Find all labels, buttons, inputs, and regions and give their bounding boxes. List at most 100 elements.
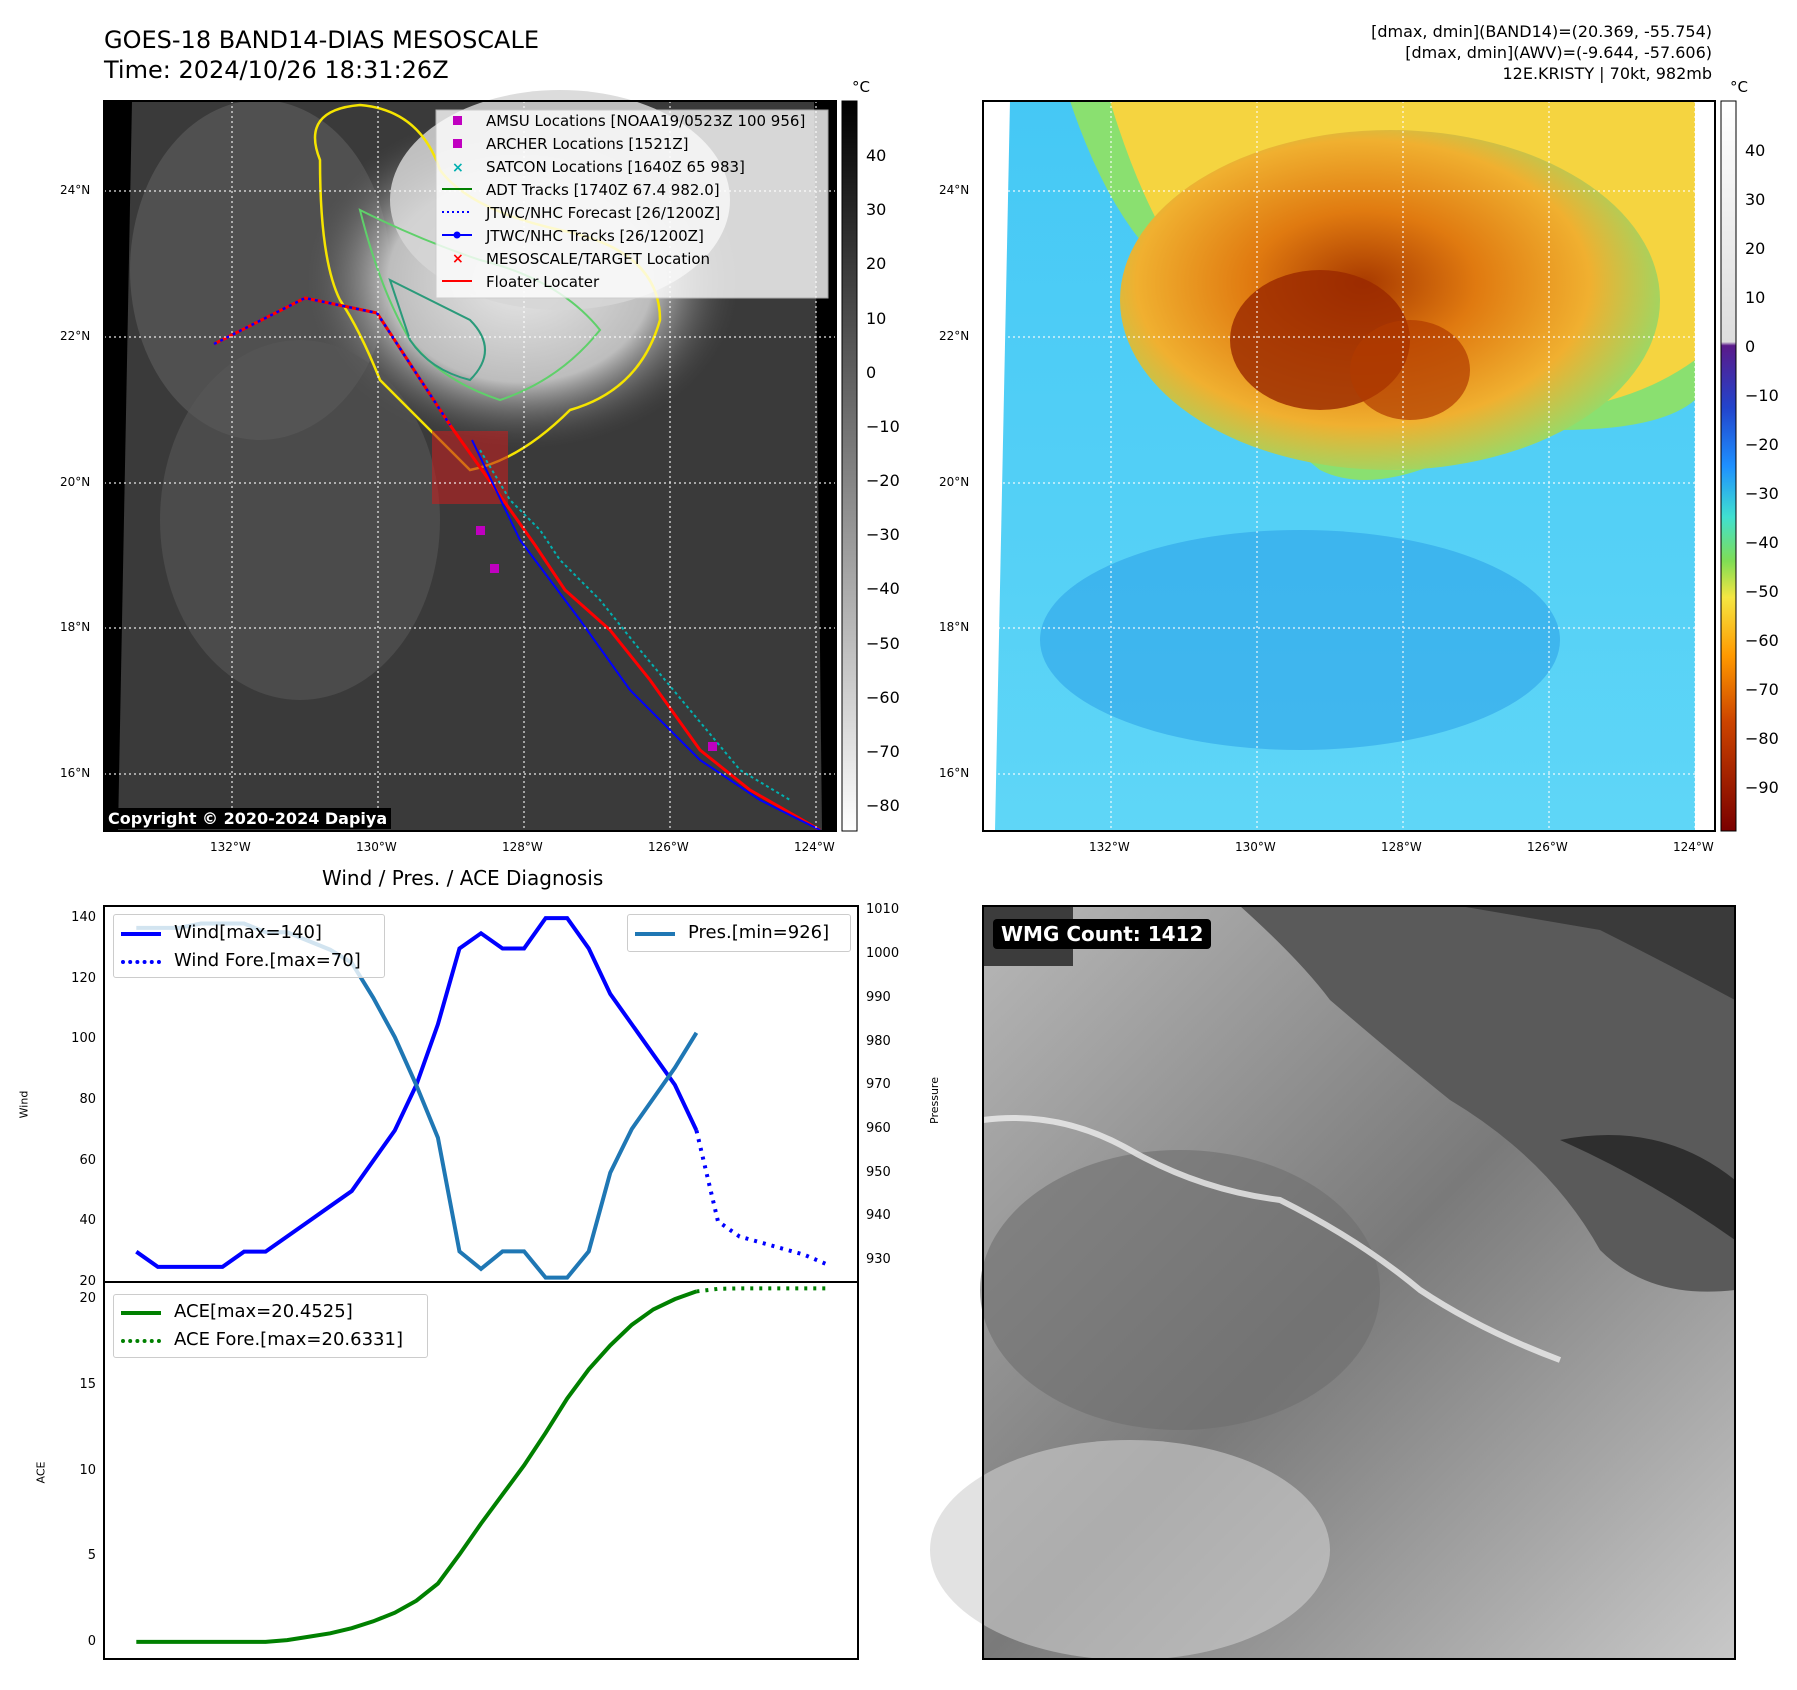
ir-colorbar-tick-label: 30 xyxy=(866,200,887,220)
wind-legend-label: Wind[max=140] xyxy=(174,922,322,943)
wv-lat-label-16: 16°N xyxy=(939,766,970,780)
wind-tick-label: 100 xyxy=(71,1031,96,1047)
ace-fore-series-line xyxy=(696,1286,826,1294)
pressure-axis-label: Pressure xyxy=(927,1077,941,1124)
wv-lat-label-24: 24°N xyxy=(939,183,970,197)
wind-tick-label: 60 xyxy=(79,1152,96,1168)
ace-legend-label: ACE[max=20.4525] xyxy=(174,1301,353,1322)
info-band14: [dmax, dmin](BAND14)=(20.369, -55.754) xyxy=(1371,22,1712,41)
ir-legend-box xyxy=(435,109,829,299)
ir-colorbar-tick-label: 40 xyxy=(866,146,887,165)
wv-colorbar xyxy=(1720,100,1737,832)
wmg-count-label: WMG Count: 1412 xyxy=(993,919,1212,949)
ir-colorbar-tick-label: 0 xyxy=(866,362,877,382)
ir-lat-label-16: 16°N xyxy=(60,766,91,780)
figure-time: Time: 2024/10/26 18:31:26Z xyxy=(104,56,449,84)
wv-lon-label-124: 124°W xyxy=(1673,840,1714,854)
wv-lat-label-18: 18°N xyxy=(939,620,970,634)
wv-colorbar-tick-label: −40 xyxy=(1745,533,1779,552)
wv-lat-label-22: 22°N xyxy=(939,329,970,343)
legend-target: MESOSCALE/TARGET Location xyxy=(486,250,711,268)
ace-tick-label: 5 xyxy=(87,1548,96,1564)
ir-lon-label-124: 124°W xyxy=(794,840,835,854)
pres-legend-label: Pres.[min=926] xyxy=(688,922,830,943)
cyan-x-icon: × xyxy=(452,160,464,176)
ir-lat-label-24: 24°N xyxy=(60,183,91,197)
legend-floater: Floater Locater xyxy=(486,273,600,291)
wind-tick-label: 140 xyxy=(71,910,96,926)
wv-colorbar-unit: °C xyxy=(1730,78,1748,96)
wv-colorbar-tick-label: 0 xyxy=(1745,337,1756,356)
wv-lon-label-126: 126°W xyxy=(1527,840,1568,854)
ace-legend-swatch xyxy=(121,1311,161,1315)
figure-title: GOES-18 BAND14-DIAS MESOSCALE xyxy=(104,26,540,54)
wv-colorbar-tick-label: −20 xyxy=(1745,435,1779,454)
wind-tick-label: 120 xyxy=(71,970,96,986)
ir-lon-label-128: 128°W xyxy=(502,840,543,854)
pressure-tick-label: 940 xyxy=(866,1208,891,1224)
ace-legend-box xyxy=(113,1294,428,1358)
magenta-square-icon xyxy=(453,116,462,125)
ir-map-panel: × × xyxy=(103,90,837,832)
wind-legend-box xyxy=(113,914,385,978)
legend-adt: ADT Tracks [1740Z 67.4 982.0] xyxy=(486,181,720,199)
magenta-square-icon xyxy=(453,139,462,148)
ir-lat-label-20: 20°N xyxy=(60,475,91,489)
ir-lon-label-132: 132°W xyxy=(210,840,251,854)
ir-colorbar-tick-label: −50 xyxy=(866,633,900,653)
pressure-tick-label: 970 xyxy=(866,1077,891,1093)
wv-colorbar-tick-label: −90 xyxy=(1745,778,1779,797)
wv-colorbar-tick-label: 40 xyxy=(1745,141,1766,160)
red-x-icon: × xyxy=(452,251,464,267)
wv-colorbar-tick-label: −70 xyxy=(1745,680,1779,699)
wv-lon-label-128: 128°W xyxy=(1381,840,1422,854)
ir-colorbar-tick-label: 20 xyxy=(866,254,887,274)
wv-colorbar-tick-label: −30 xyxy=(1745,484,1779,503)
wind-fore-legend-swatch xyxy=(121,960,161,964)
ir-colorbar-tick-label: −40 xyxy=(866,579,900,599)
ace-tick-label: 15 xyxy=(79,1376,96,1392)
ace-fore-legend-swatch xyxy=(121,1339,161,1343)
ir-colorbar-tick-label: −70 xyxy=(866,741,900,761)
wv-colorbar-tick-label: −80 xyxy=(1745,729,1779,748)
pressure-tick-label: 960 xyxy=(866,1120,891,1136)
wind-tick-label: 40 xyxy=(79,1213,96,1229)
ir-lat-label-18: 18°N xyxy=(60,620,91,634)
diagnosis-title: Wind / Pres. / ACE Diagnosis xyxy=(322,866,604,890)
legend-amsu: AMSU Locations [NOAA19/0523Z 100 956] xyxy=(486,112,806,130)
info-storm: 12E.KRISTY | 70kt, 982mb xyxy=(1502,64,1713,83)
pres-legend-swatch xyxy=(635,932,675,936)
wv-colorbar-tick-label: −50 xyxy=(1745,582,1779,601)
ir-colorbar-tick-label: −30 xyxy=(866,525,900,545)
legend-jtwc-forecast: JTWC/NHC Forecast [26/1200Z] xyxy=(486,204,721,222)
ir-colorbar xyxy=(841,100,858,832)
pressure-tick-label: 950 xyxy=(866,1164,891,1180)
wv-lon-label-130: 130°W xyxy=(1235,840,1276,854)
wind-tick-label: 20 xyxy=(79,1274,96,1289)
wv-colorbar-tick-label: 30 xyxy=(1745,190,1766,209)
pressure-tick-label: 990 xyxy=(866,989,891,1005)
ir-lon-label-130: 130°W xyxy=(356,840,397,854)
pressure-tick-label: 930 xyxy=(866,1252,891,1268)
ir-colorbar-unit: °C xyxy=(852,78,870,96)
pressure-tick-label: 1000 xyxy=(866,946,900,962)
wmg-panel xyxy=(930,905,1736,1660)
wind-fore-legend-label: Wind Fore.[max=70] xyxy=(174,950,361,971)
ir-colorbar-tick-label: −10 xyxy=(866,416,900,436)
wv-map-panel xyxy=(982,100,1716,832)
wv-colorbar-tick-label: 20 xyxy=(1745,239,1766,258)
ir-colorbar-tick-label: 10 xyxy=(866,308,887,328)
wind-tick-label: 80 xyxy=(79,1092,96,1108)
aceseries-line xyxy=(136,1289,698,1644)
copyright-label: Copyright © 2020-2024 Dapiya xyxy=(104,808,392,829)
wv-colorbar-tick-label: −60 xyxy=(1745,631,1779,650)
ir-lat-label-22: 22°N xyxy=(60,329,91,343)
wind-axis-label: Wind xyxy=(17,1090,31,1119)
ir-colorbar-tick-label: −80 xyxy=(866,796,900,815)
wv-colorbar-tick-label: 10 xyxy=(1745,288,1766,307)
wv-colorbar-tick-label: −10 xyxy=(1745,386,1779,405)
ace-tick-label: 0 xyxy=(87,1633,96,1649)
legend-jtwc-tracks: JTWC/NHC Tracks [26/1200Z] xyxy=(486,227,704,245)
wv-lat-label-20: 20°N xyxy=(939,475,970,489)
ir-colorbar-tick-label: −20 xyxy=(866,471,900,490)
